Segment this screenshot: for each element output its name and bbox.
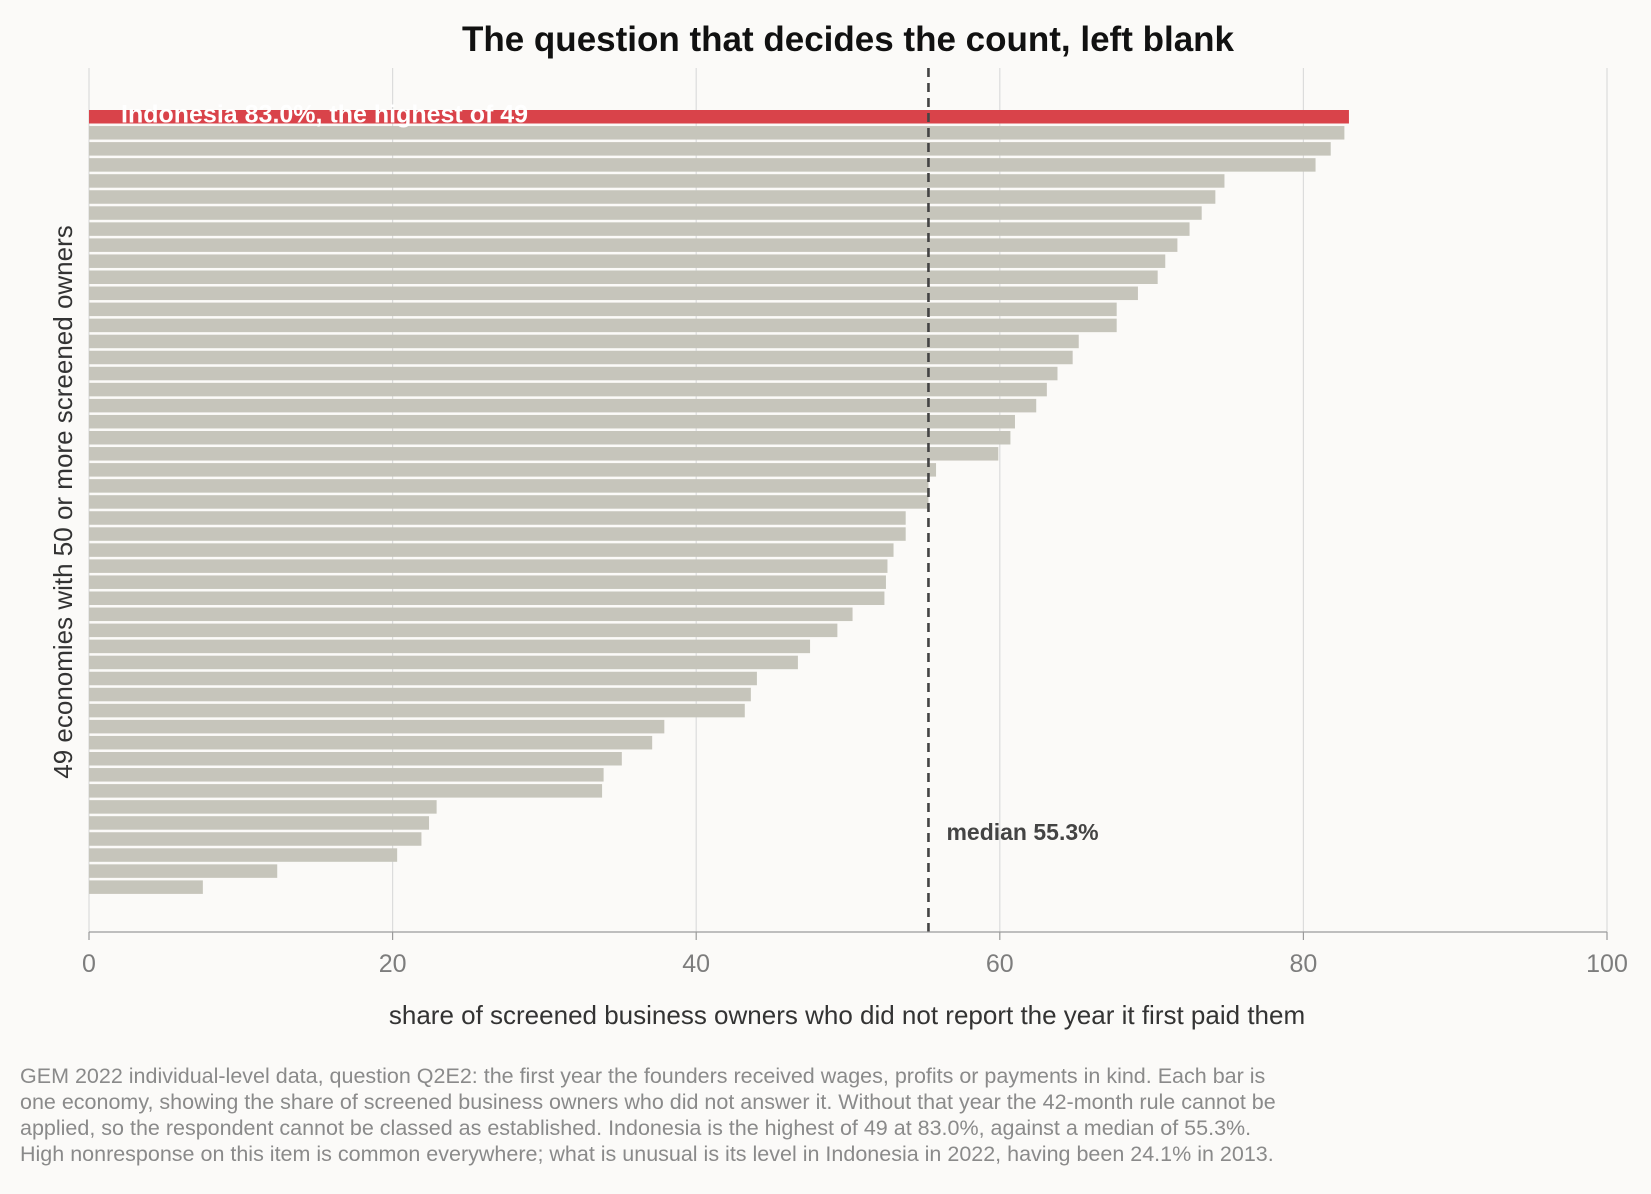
bar xyxy=(89,350,1073,365)
bar xyxy=(89,703,745,718)
bar xyxy=(89,864,278,878)
bar xyxy=(89,366,1058,381)
bar xyxy=(89,639,811,654)
bar xyxy=(89,431,1011,445)
median-label: median 55.3% xyxy=(946,819,1098,845)
bar xyxy=(89,302,1117,317)
footnote-line: one economy, showing the share of screen… xyxy=(20,1090,1276,1114)
chart-title: The question that decides the count, lef… xyxy=(461,20,1235,59)
bar xyxy=(89,222,1190,236)
bar xyxy=(89,206,1202,220)
bar xyxy=(89,190,1216,204)
bar xyxy=(89,752,622,766)
bar xyxy=(89,607,853,622)
x-tick-label: 80 xyxy=(1289,950,1317,978)
bar xyxy=(89,158,1316,172)
bar xyxy=(89,463,937,477)
bar xyxy=(89,623,838,638)
bar xyxy=(89,848,398,862)
footnote-line: applied, so the respondent cannot be cla… xyxy=(20,1116,1252,1140)
footnote: GEM 2022 individual-level data, question… xyxy=(20,1063,1460,1167)
bar xyxy=(89,784,603,798)
bar xyxy=(89,286,1138,301)
x-tick-label: 0 xyxy=(82,950,96,978)
bar xyxy=(89,142,1331,156)
footnote-line: GEM 2022 individual-level data, question… xyxy=(20,1064,1266,1088)
bar-chart: 0 20 40 60 80 100 Indonesia 83.0%, the highes… xyxy=(48,68,1628,1030)
bar xyxy=(89,559,888,573)
highlight-label: Indonesia 83.0%, the highest of 49 xyxy=(121,101,528,129)
bar xyxy=(89,254,1166,268)
y-axis-title: 49 economies with 50 or more screened ow… xyxy=(48,225,78,779)
bar xyxy=(89,414,1015,429)
bar xyxy=(89,334,1079,349)
bar xyxy=(89,126,1345,140)
bar xyxy=(89,527,906,541)
bar xyxy=(89,768,604,782)
bar xyxy=(89,174,1225,188)
x-tick-label: 100 xyxy=(1586,950,1628,978)
bar xyxy=(89,543,894,557)
x-axis-title: share of screened business owners who di… xyxy=(389,1000,1305,1030)
bar xyxy=(89,687,751,702)
bar xyxy=(89,816,430,830)
bar xyxy=(89,447,999,461)
x-axis: 0 20 40 60 80 100 xyxy=(82,931,1628,978)
bar xyxy=(89,318,1117,333)
bar xyxy=(89,479,929,493)
bar-highlight xyxy=(89,110,1349,124)
x-tick-label: 60 xyxy=(986,950,1014,978)
bar xyxy=(89,832,422,846)
bar xyxy=(89,591,885,605)
bar xyxy=(89,495,929,509)
bar xyxy=(89,270,1158,284)
footnote-line: High nonresponse on this item is common … xyxy=(20,1142,1274,1166)
annotations: Indonesia 83.0%, the highest of 49 median… xyxy=(121,101,1099,846)
x-tick-label: 20 xyxy=(379,950,407,978)
bar xyxy=(89,655,798,670)
x-tick-label: 40 xyxy=(682,950,710,978)
bar xyxy=(89,880,203,894)
bar xyxy=(89,238,1178,252)
bar xyxy=(89,511,906,525)
bars xyxy=(89,110,1349,894)
bar xyxy=(89,382,1047,397)
bar xyxy=(89,671,757,686)
bar xyxy=(89,800,437,814)
bar xyxy=(89,719,665,734)
bar xyxy=(89,735,653,750)
bar xyxy=(89,398,1037,413)
bar xyxy=(89,575,886,589)
